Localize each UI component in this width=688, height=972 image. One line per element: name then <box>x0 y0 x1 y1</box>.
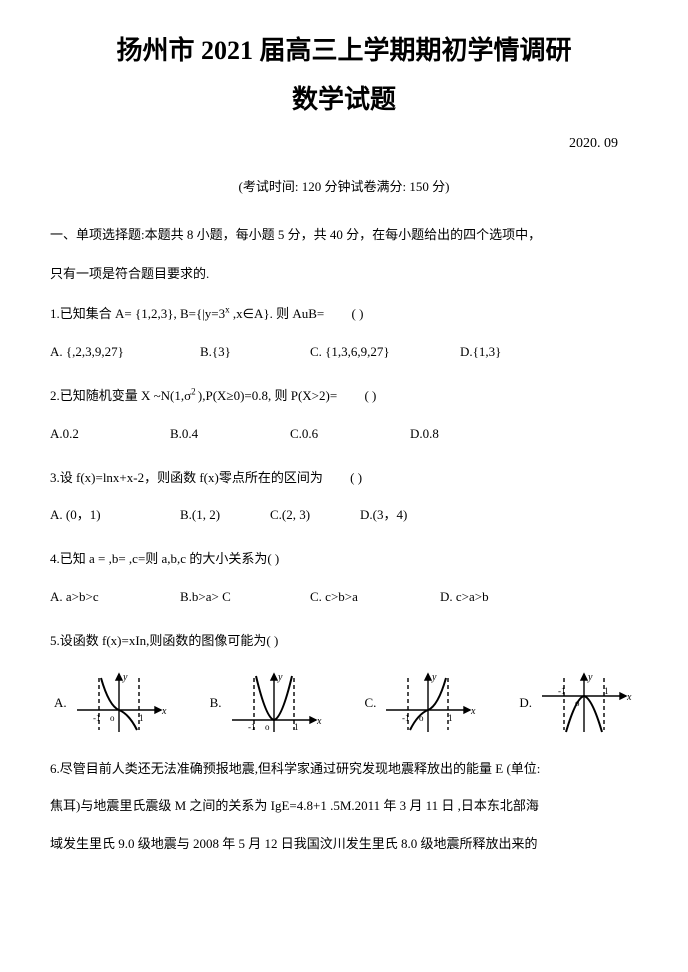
svg-text:-1: -1 <box>558 686 566 696</box>
q3-stem: 3.设 f(x)=lnx+x-2，则函数 f(x)零点所在的区间为 ( ) <box>50 461 638 495</box>
q6-line-1: 6.尽管目前人类还无法准确预报地震,但科学家通过研究发现地震释放出的能量 E (… <box>50 752 638 786</box>
q4-opt-a: A. a>b>c <box>50 580 180 614</box>
q3-options: A. (0，1) B.(1, 2) C.(2, 3) D.(3，4) <box>50 498 638 532</box>
q3-opt-a: A. (0，1) <box>50 498 180 532</box>
q1-opt-c: C. {1,3,6,9,27} <box>310 335 460 369</box>
q2-opt-b: B.0.4 <box>170 417 290 451</box>
q1-opt-d: D.{1,3} <box>460 335 501 369</box>
q1-opt-b: B.{3} <box>200 335 310 369</box>
q5-graph-a: A. x y o -1 1 <box>54 670 169 736</box>
q2-opt-a: A.0.2 <box>50 417 170 451</box>
title-prefix: 扬州市 <box>116 36 194 65</box>
q6-line-2: 焦耳)与地震里氏震级 M 之间的关系为 IgE=4.8+1 .5M.2011 年… <box>50 789 638 823</box>
exam-info: (考试时间: 120 分钟试卷满分: 150 分) <box>50 176 638 195</box>
graph-a-svg: x y o -1 1 <box>69 670 169 736</box>
q2-opt-d: D.0.8 <box>410 417 439 451</box>
q1-stem: 1.已知集合 A= {1,2,3}, B={|y=3x ,x∈A}. 则 AuB… <box>50 297 638 331</box>
svg-text:-1: -1 <box>402 713 410 723</box>
q4-opt-b: B.b>a> C <box>180 580 310 614</box>
svg-text:-1: -1 <box>93 713 101 723</box>
q2-opt-c: C.0.6 <box>290 417 410 451</box>
q5-graph-row: A. x y o -1 1 B. <box>50 670 638 736</box>
svg-text:1: 1 <box>139 713 144 723</box>
q1-blank: ( ) <box>327 297 387 331</box>
svg-text:1: 1 <box>294 722 299 732</box>
title-line-2: 数学试题 <box>50 79 638 116</box>
svg-text:x: x <box>316 716 322 727</box>
title-rest: 2021 届高三上学期期初学情调研 <box>195 36 572 65</box>
graph-b-svg: x y o -1 1 <box>224 670 324 736</box>
svg-text:y: y <box>122 672 128 683</box>
q4-options: A. a>b>c B.b>a> C C. c>b>a D. c>a>b <box>50 580 638 614</box>
q1-options: A. {,2,3,9,27} B.{3} C. {1,3,6,9,27} D.{… <box>50 335 638 369</box>
q2-options: A.0.2 B.0.4 C.0.6 D.0.8 <box>50 417 638 451</box>
section-1-line-1: 一、单项选择题:本题共 8 小题，每小题 5 分，共 40 分，在每小题给出的四… <box>50 219 638 250</box>
q5-graph-d: D. x y o -1 1 <box>519 670 634 736</box>
graph-c-svg: x y o -1 1 <box>378 670 478 736</box>
q4-opt-d: D. c>a>b <box>440 580 489 614</box>
svg-text:o: o <box>110 713 115 723</box>
svg-text:1: 1 <box>604 686 609 696</box>
title-line-1: 扬州市 2021 届高三上学期期初学情调研 <box>50 30 638 67</box>
svg-text:y: y <box>587 672 593 683</box>
q5-stem: 5.设函数 f(x)=xIn,则函数的图像可能为( ) <box>50 624 638 658</box>
svg-text:y: y <box>431 672 437 683</box>
q4-stem: 4.已知 a = ,b= ,c=则 a,b,c 的大小关系为( ) <box>50 542 638 576</box>
exam-date: 2020. 09 <box>50 136 638 152</box>
q3-opt-b: B.(1, 2) <box>180 498 270 532</box>
svg-text:x: x <box>626 692 632 703</box>
q5-graph-b: B. x y o -1 1 <box>210 670 324 736</box>
section-1-line-2: 只有一项是符合题目要求的. <box>50 258 638 289</box>
q3-opt-d: D.(3，4) <box>360 498 407 532</box>
svg-text:y: y <box>277 672 283 683</box>
q1-opt-a: A. {,2,3,9,27} <box>50 335 200 369</box>
svg-text:o: o <box>265 722 270 732</box>
q6-line-3: 域发生里氏 9.0 级地震与 2008 年 5 月 12 日我国汶川发生里氏 8… <box>50 827 638 861</box>
svg-text:x: x <box>161 706 167 717</box>
q5-graph-c: C. x y o -1 1 <box>364 670 478 736</box>
q2-blank: ( ) <box>340 379 400 413</box>
svg-text:1: 1 <box>448 713 453 723</box>
q4-opt-c: C. c>b>a <box>310 580 440 614</box>
svg-text:-1: -1 <box>248 722 256 732</box>
graph-d-svg: x y o -1 1 <box>534 670 634 736</box>
q2-stem: 2.已知随机变量 X ~N(1,σ2 ),P(X≥0)=0.8, 则 P(X>2… <box>50 379 638 413</box>
q3-blank: ( ) <box>326 461 386 495</box>
svg-text:x: x <box>470 706 476 717</box>
q3-opt-c: C.(2, 3) <box>270 498 360 532</box>
